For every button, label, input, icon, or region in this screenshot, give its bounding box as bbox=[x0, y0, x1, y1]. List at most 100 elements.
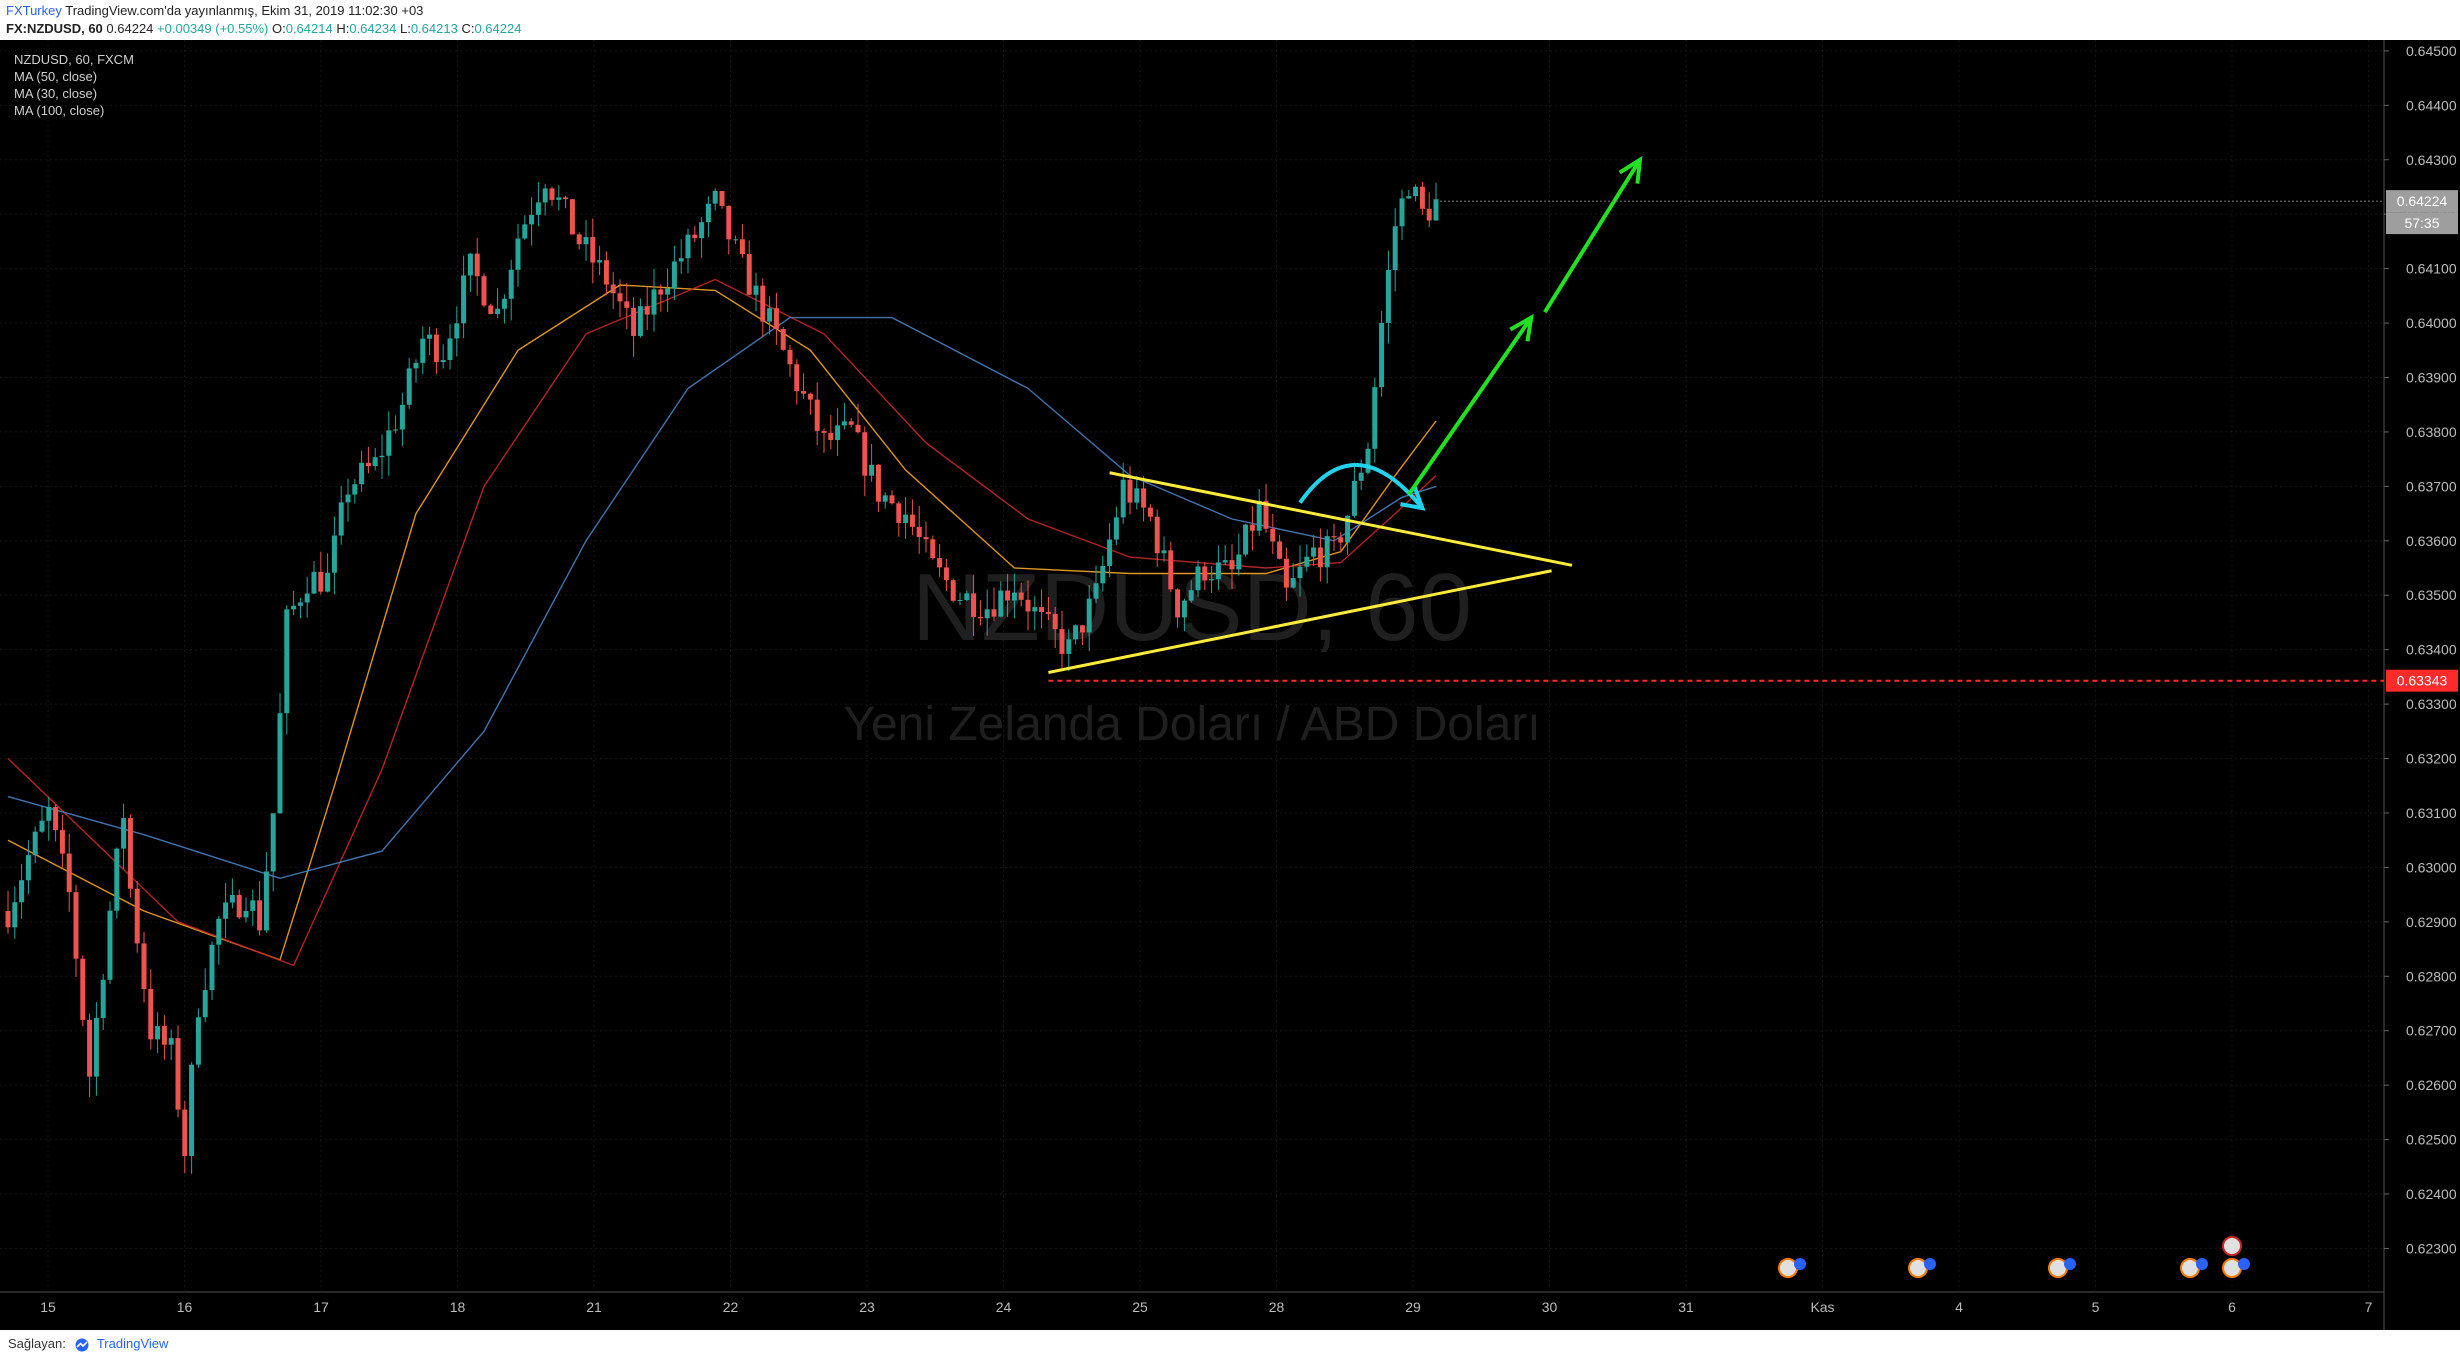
candle-body bbox=[1059, 629, 1065, 654]
y-tick-label: 0.63800 bbox=[2406, 424, 2457, 440]
event-count-icon[interactable] bbox=[2064, 1258, 2076, 1270]
candle bbox=[977, 600, 983, 626]
candle bbox=[889, 490, 895, 505]
y-tick-label: 0.62700 bbox=[2406, 1023, 2457, 1039]
candle bbox=[447, 324, 453, 370]
event-flag-icon[interactable] bbox=[2180, 1258, 2200, 1278]
candle-body bbox=[712, 190, 718, 204]
candle bbox=[325, 553, 331, 593]
event-count-icon[interactable] bbox=[1794, 1258, 1806, 1270]
candle-body bbox=[753, 285, 759, 295]
candle-body bbox=[1025, 599, 1031, 612]
candle bbox=[236, 889, 242, 920]
candle-body bbox=[161, 1026, 167, 1045]
event-count-icon[interactable] bbox=[1924, 1258, 1936, 1270]
candle-body bbox=[631, 307, 637, 336]
candle-body bbox=[73, 892, 79, 959]
candle bbox=[277, 693, 283, 814]
candle bbox=[365, 446, 371, 474]
candle bbox=[440, 344, 446, 369]
time-axis[interactable]: 15 16 17 18 21 22 23 24 25 28 29 30 31 Kas 4 5 6 7 bbox=[40, 1299, 2372, 1315]
y-tick-label: 0.63200 bbox=[2406, 751, 2457, 767]
candle-body bbox=[1154, 516, 1160, 554]
candle-body bbox=[1331, 536, 1337, 538]
candle-body bbox=[508, 269, 514, 299]
candle-body bbox=[182, 1109, 188, 1157]
candle bbox=[841, 402, 847, 430]
candle bbox=[1086, 585, 1092, 651]
candle bbox=[134, 880, 140, 953]
x-tick-label: 18 bbox=[450, 1299, 466, 1315]
candle bbox=[495, 288, 501, 319]
event-flag-icon[interactable] bbox=[2048, 1258, 2068, 1278]
event-count-icon[interactable] bbox=[2196, 1258, 2208, 1270]
candle bbox=[855, 403, 861, 434]
candle bbox=[1134, 476, 1140, 510]
candle-body bbox=[46, 806, 52, 821]
candle bbox=[427, 326, 433, 356]
provider-line: Sağlayan: TradingView bbox=[8, 1336, 168, 1352]
green-arrow-2 bbox=[1543, 158, 1642, 314]
candle-body bbox=[678, 258, 684, 262]
candle-body bbox=[583, 237, 589, 245]
drawings bbox=[1048, 155, 2384, 682]
candle bbox=[1195, 560, 1201, 597]
candle bbox=[665, 268, 671, 312]
candle-body bbox=[597, 260, 603, 263]
candle bbox=[372, 448, 378, 471]
candle bbox=[270, 813, 276, 892]
x-tick-label: 21 bbox=[586, 1299, 602, 1315]
event-flag-icon[interactable] bbox=[2222, 1258, 2242, 1278]
candle bbox=[617, 279, 623, 318]
candle-body bbox=[705, 203, 711, 223]
candle-body bbox=[801, 391, 807, 394]
candle bbox=[712, 188, 718, 211]
legend-ma-30[interactable]: MA (30, close) bbox=[14, 86, 97, 101]
candle bbox=[556, 185, 562, 211]
watermark-description: Yeni Zelanda Doları / ABD Doları bbox=[843, 698, 1540, 751]
candle bbox=[100, 973, 106, 1031]
candle-body bbox=[338, 502, 344, 536]
candle bbox=[39, 805, 45, 833]
legend-ma-100[interactable]: MA (100, close) bbox=[14, 103, 104, 118]
candle bbox=[1243, 523, 1249, 557]
candle-body bbox=[1243, 524, 1249, 555]
candle-body bbox=[984, 609, 990, 619]
y-tick-label: 0.63100 bbox=[2406, 805, 2457, 821]
candle bbox=[624, 282, 630, 330]
candle-body bbox=[699, 222, 705, 239]
candle bbox=[1011, 573, 1017, 619]
candle-body bbox=[420, 338, 426, 363]
candle-body bbox=[399, 404, 405, 430]
price-chart[interactable]: NZDUSD, 60 Yeni Zelanda Doları / ABD Dol… bbox=[0, 40, 2460, 1330]
candle-body bbox=[93, 1017, 99, 1077]
close-value: 0.64224 bbox=[474, 21, 522, 36]
candle-body bbox=[1141, 488, 1147, 508]
candle bbox=[1168, 541, 1174, 593]
event-flag-icon[interactable] bbox=[1778, 1258, 1798, 1278]
tradingview-link[interactable]: TradingView bbox=[96, 1336, 169, 1351]
economic-events[interactable] bbox=[1778, 1236, 2250, 1278]
event-flag-icon[interactable] bbox=[1908, 1258, 1928, 1278]
ma-line bbox=[7, 316, 1437, 880]
candle bbox=[1181, 598, 1187, 632]
x-tick-label: 24 bbox=[996, 1299, 1012, 1315]
candle-body bbox=[1338, 537, 1344, 543]
y-tick-label: 0.63000 bbox=[2406, 859, 2457, 875]
candle-body bbox=[576, 234, 582, 245]
candle-body bbox=[1379, 322, 1385, 388]
price-axis[interactable]: 0.645000.644000.643000.642000.641000.640… bbox=[2384, 43, 2458, 1257]
candle bbox=[257, 881, 263, 936]
event-flag-icon[interactable] bbox=[2222, 1236, 2242, 1256]
candle bbox=[821, 428, 827, 453]
cyan-arrowhead bbox=[1400, 485, 1426, 511]
x-tick-label: 25 bbox=[1132, 1299, 1148, 1315]
candle bbox=[359, 450, 365, 492]
legend-ma-50[interactable]: MA (50, close) bbox=[14, 69, 97, 84]
author-link[interactable]: FXTurkey bbox=[6, 3, 62, 18]
candle-body bbox=[529, 214, 535, 225]
x-tick-label: 6 bbox=[2228, 1299, 2236, 1315]
event-count-icon[interactable] bbox=[2238, 1258, 2250, 1270]
candle bbox=[753, 272, 759, 312]
candle bbox=[923, 521, 929, 553]
